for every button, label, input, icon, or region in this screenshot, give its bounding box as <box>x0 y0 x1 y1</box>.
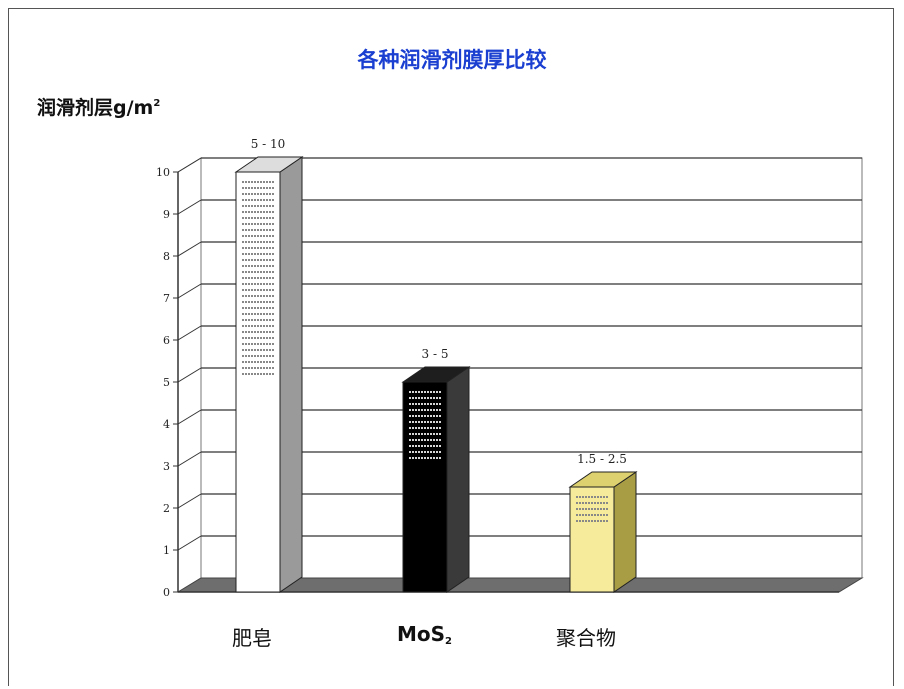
y-tick-label: 5 <box>163 376 170 389</box>
y-tick-label: 2 <box>163 502 170 515</box>
data-label: 3 - 5 <box>422 347 449 361</box>
bar <box>569 486 615 593</box>
y-tick-label: 7 <box>163 292 170 305</box>
category-label-polymer: 聚合物 <box>556 622 616 651</box>
bar <box>402 381 448 593</box>
bar-top <box>401 366 471 383</box>
category-label-mos2-subscript: 2 <box>445 636 453 647</box>
y-axis-label-superscript: 2 <box>153 98 161 109</box>
y-tick-label: 10 <box>156 166 170 179</box>
category-label-soap-text: 肥皂 <box>232 626 272 650</box>
y-tick-label: 1 <box>163 544 170 557</box>
y-tick-label: 9 <box>163 208 170 221</box>
category-label-soap: 肥皂 <box>232 622 272 651</box>
gridline-diagonal <box>177 493 202 509</box>
y-tick-label: 0 <box>163 586 170 599</box>
y-tick-label: 3 <box>163 460 170 473</box>
bar-top <box>568 471 638 488</box>
data-label: 1.5 - 2.5 <box>577 452 627 466</box>
category-label-mos2: MoS2 <box>397 622 452 647</box>
data-label: 5 - 10 <box>251 137 286 151</box>
gridline-diagonal <box>177 535 202 551</box>
gridline-diagonal <box>177 409 202 425</box>
y-tick-label: 8 <box>163 250 170 263</box>
chart-title: 各种润滑剂膜厚比较 <box>357 48 547 72</box>
bar-top <box>234 156 304 173</box>
y-tick-label: 6 <box>163 334 170 347</box>
gridline-diagonal <box>177 283 202 299</box>
gridline-diagonal <box>177 241 202 257</box>
bar-side <box>446 366 470 593</box>
gridline-diagonal <box>177 325 202 341</box>
bar-side <box>613 471 637 593</box>
category-label-mos2-text: MoS <box>397 622 446 646</box>
chart-frame <box>8 8 894 686</box>
gridline-diagonal <box>177 199 202 215</box>
gridline-diagonal <box>177 367 202 383</box>
y-axis-label-text: 润滑剂层g/m <box>37 97 154 119</box>
y-tick-label: 4 <box>163 418 170 431</box>
bar-side <box>279 156 303 593</box>
y-axis-label: 润滑剂层g/m2 <box>37 93 160 120</box>
category-label-polymer-text: 聚合物 <box>556 626 616 650</box>
gridline-diagonal <box>177 157 202 173</box>
gridline-diagonal <box>177 451 202 467</box>
